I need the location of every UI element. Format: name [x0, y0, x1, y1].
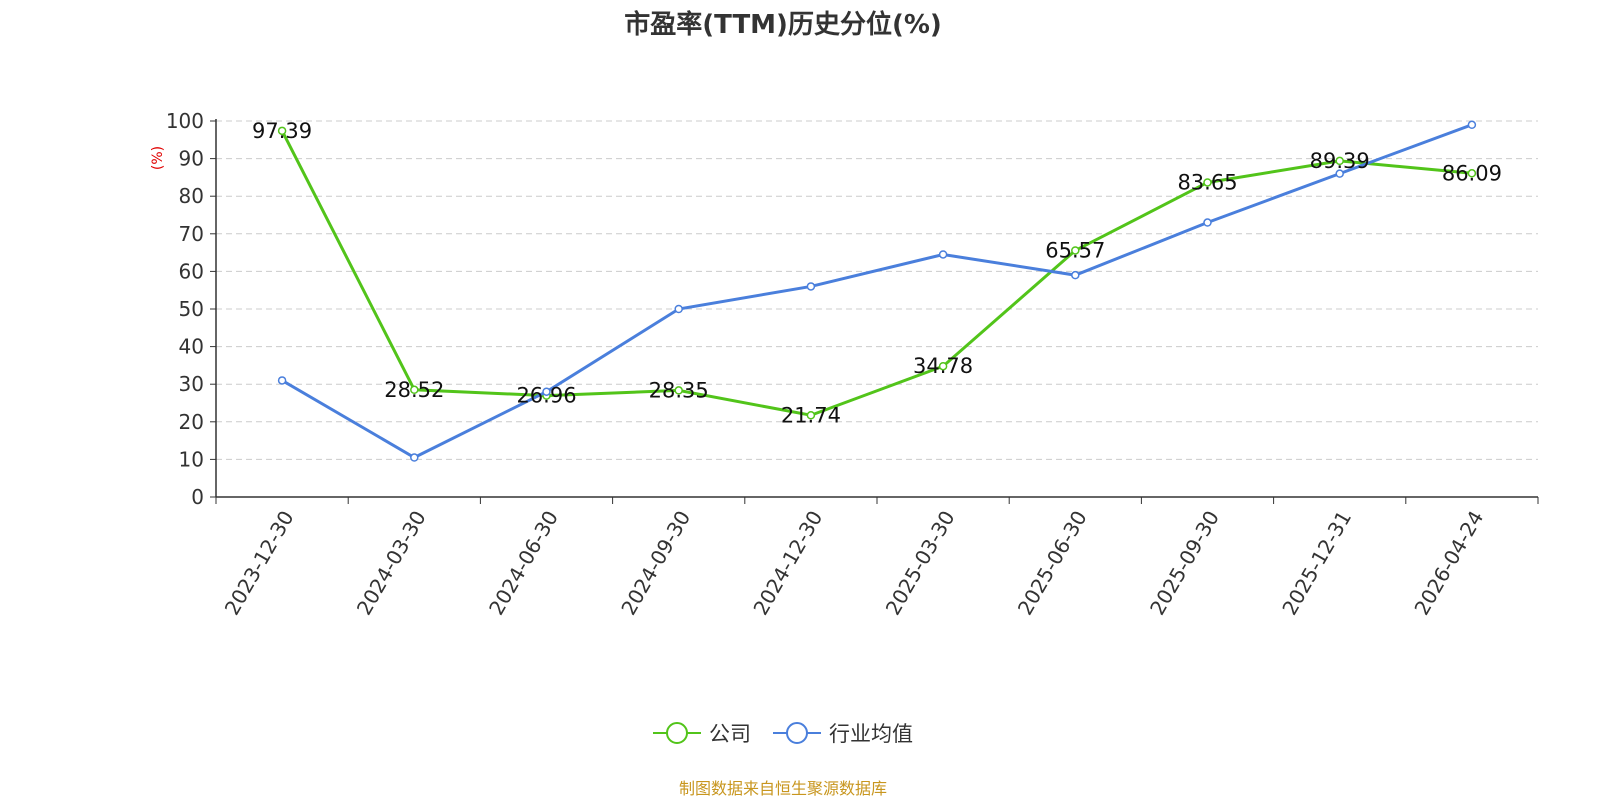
data-point	[938, 361, 948, 371]
x-tick-label: 2023-12-30	[220, 507, 299, 620]
data-label-layer: 97.39 28.52 26.96 28.35 21.74 34.78 65.57 83.65…	[252, 119, 1502, 427]
series-layer	[277, 120, 1477, 462]
x-tick-label: 2025-03-30	[881, 507, 960, 620]
data-label: 26.96	[516, 384, 576, 408]
data-label: 34.78	[913, 354, 973, 378]
data-label: 28.52	[384, 378, 444, 402]
data-point	[806, 411, 816, 420]
data-point	[1467, 120, 1477, 130]
data-label: 89.39	[1310, 149, 1370, 173]
y-axis-label: (%)	[150, 145, 167, 171]
legend-line-circle-icon	[653, 722, 701, 744]
data-point	[410, 453, 419, 462]
data-point	[277, 376, 287, 385]
legend-label-company: 公司	[709, 722, 751, 746]
x-tick-label: 2024-06-30	[484, 507, 563, 620]
y-tick-label: 80	[179, 184, 204, 208]
data-point	[674, 304, 683, 314]
data-point	[410, 385, 419, 395]
y-tick-label: 90	[179, 147, 204, 171]
x-tick-label: 2025-12-31	[1277, 507, 1356, 620]
x-tick-label: 2024-12-30	[748, 507, 827, 620]
y-tick-label: 50	[179, 297, 204, 321]
data-label: 83.65	[1177, 170, 1237, 194]
legend-line-circle-icon	[773, 722, 821, 744]
data-point	[542, 387, 551, 396]
source-footer: 制图数据来自恒生聚源数据库	[678, 779, 887, 798]
data-label: 21.74	[781, 403, 841, 427]
x-tick-label: 2025-06-30	[1013, 507, 1092, 620]
y-tick-label: 100	[166, 109, 204, 133]
y-tick-label: 0	[191, 485, 204, 509]
data-label: 65.57	[1045, 238, 1105, 262]
chart-title: 市盈率(TTM)历史分位(%)	[624, 10, 942, 40]
data-point	[1203, 178, 1212, 187]
legend-item-industry-avg[interactable]: 行业均值	[773, 718, 913, 748]
data-point	[1335, 156, 1344, 166]
y-tick-label: 30	[179, 372, 204, 396]
y-tick-label: 20	[179, 410, 204, 434]
data-label: 97.39	[252, 119, 312, 143]
data-point	[1071, 246, 1080, 255]
series-line	[280, 130, 1473, 417]
legend: 公司 行业均值	[0, 718, 1566, 748]
y-tick-label: 10	[179, 447, 204, 471]
x-tick-label: 2026-04-24	[1409, 507, 1488, 620]
x-tick-label: 2024-09-30	[616, 507, 695, 620]
x-tick-label: 2025-09-30	[1145, 507, 1224, 620]
legend-label-industry-avg: 行业均值	[829, 722, 913, 746]
series-line	[281, 123, 1473, 460]
y-tick-label: 40	[179, 335, 204, 359]
data-point	[277, 126, 287, 136]
legend-item-company[interactable]: 公司	[653, 718, 751, 748]
y-tick-label: 70	[179, 222, 204, 246]
data-point	[1467, 169, 1477, 178]
axis-layer: 0 10 20 30 40 50 60 70 80 90 100 2023-12-30 2024-03-…	[166, 109, 1539, 620]
y-tick-label: 60	[179, 259, 204, 283]
data-point	[1071, 270, 1080, 280]
data-label: 86.09	[1442, 161, 1502, 185]
data-point	[674, 386, 683, 395]
x-tick-label: 2024-03-30	[352, 507, 431, 620]
data-point	[1335, 169, 1344, 178]
data-point	[806, 282, 816, 291]
data-point	[1203, 218, 1212, 227]
data-label: 28.35	[649, 378, 709, 402]
data-point	[938, 250, 948, 259]
